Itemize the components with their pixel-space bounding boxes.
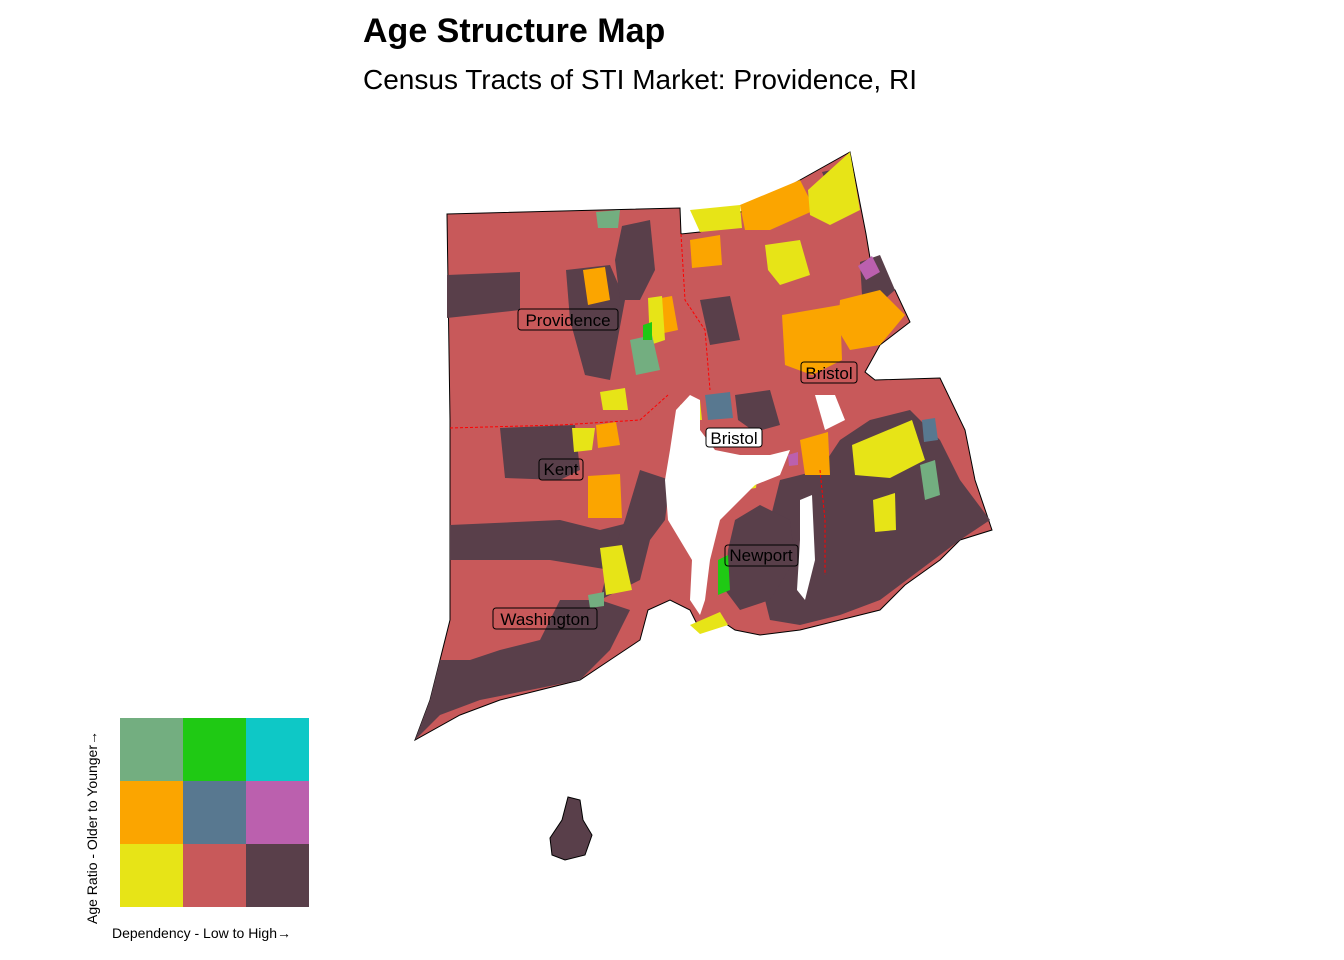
tract-yellow-6 bbox=[690, 612, 728, 634]
tract-dark-mid-band bbox=[450, 520, 640, 570]
tract-orange-9 bbox=[596, 422, 620, 448]
tract-group-green bbox=[588, 210, 940, 608]
border-bristol bbox=[819, 469, 826, 575]
tract-orange-2 bbox=[588, 474, 622, 518]
tract-yellow-4 bbox=[873, 493, 896, 532]
tract-yellow-9 bbox=[648, 296, 665, 345]
tract-yellow-7 bbox=[572, 428, 595, 452]
tract-green-2 bbox=[643, 322, 652, 340]
county-borders bbox=[449, 233, 826, 575]
legend-cell-r0-c1 bbox=[183, 718, 246, 781]
county-name-providence: Providence bbox=[525, 311, 610, 330]
tract-yellow-ne bbox=[808, 152, 860, 225]
tract-dark-kent bbox=[500, 425, 580, 480]
tract-dark-pawtucket bbox=[700, 296, 740, 345]
legend-cell-r1-c1 bbox=[183, 781, 246, 844]
tract-yellow-5 bbox=[600, 545, 632, 595]
narragansett-bay bbox=[665, 395, 845, 615]
border-providence-kent bbox=[449, 394, 669, 429]
map-title: Age Structure Map bbox=[363, 12, 666, 50]
bay-water-main bbox=[665, 395, 790, 615]
tract-orange-5 bbox=[740, 180, 815, 230]
bivariate-legend bbox=[120, 718, 309, 907]
tract-slate-2 bbox=[922, 418, 938, 442]
legend-y-label: Age Ratio - Older to Younger→ bbox=[84, 730, 100, 924]
tract-purple-1 bbox=[858, 256, 880, 280]
county-name-washington: Washington bbox=[500, 610, 589, 629]
county-name-kent: Kent bbox=[544, 460, 579, 479]
legend-x-label: Dependency - Low to High→ bbox=[112, 925, 291, 941]
tract-orange-8 bbox=[800, 432, 830, 475]
legend-cell-r0-c2 bbox=[246, 718, 309, 781]
tract-purple-2 bbox=[788, 452, 798, 466]
legend-cell-r1-c0 bbox=[120, 781, 183, 844]
county-label-bristol: Bristol bbox=[705, 427, 763, 448]
border-providence-east bbox=[680, 233, 711, 391]
tract-yellow-2 bbox=[765, 240, 810, 285]
tract-sage-4 bbox=[920, 460, 940, 500]
county-name-newport: Newport bbox=[729, 546, 793, 565]
block-island bbox=[549, 796, 593, 861]
tract-orange-1 bbox=[583, 267, 610, 305]
county-label-kent: Kent bbox=[538, 458, 584, 481]
tract-green-1 bbox=[718, 555, 730, 595]
tract-dark-bristol bbox=[735, 390, 780, 432]
county-label-newport: Newport bbox=[724, 544, 799, 567]
tract-orange-3 bbox=[782, 305, 842, 375]
tract-yellow-8 bbox=[600, 388, 628, 410]
tract-slate-1 bbox=[705, 392, 733, 420]
county-labels: Providence Bristol Bristol Kent Newport … bbox=[492, 308, 858, 630]
tract-dark-north1 bbox=[615, 220, 655, 300]
tract-dark-prov-center bbox=[566, 265, 625, 380]
county-name-bristol: Bristol bbox=[710, 429, 757, 448]
tract-sage-1 bbox=[630, 335, 660, 375]
legend-cell-r2-c0 bbox=[120, 844, 183, 907]
legend-cell-r2-c2 bbox=[246, 844, 309, 907]
legend-cell-r1-c2 bbox=[246, 781, 309, 844]
county-label-washington: Washington bbox=[492, 607, 598, 630]
tract-orange-4 bbox=[838, 290, 905, 350]
county-name-bristol-east: Bristol bbox=[805, 364, 852, 383]
bay-water-river bbox=[815, 395, 845, 430]
tract-sage-3 bbox=[588, 592, 604, 608]
map-subtitle: Census Tracts of STI Market: Providence,… bbox=[363, 64, 917, 95]
tract-dark-nw bbox=[447, 272, 520, 318]
legend-cell-r0-c0 bbox=[120, 718, 183, 781]
tract-dark-south-coast bbox=[415, 600, 630, 740]
county-label-providence: Providence bbox=[517, 308, 619, 331]
tract-yellow-11 bbox=[690, 205, 742, 232]
tract-group-yellow bbox=[572, 152, 925, 634]
tract-sage-2 bbox=[596, 210, 620, 228]
legend-cell-r2-c1 bbox=[183, 844, 246, 907]
tract-orange-6 bbox=[690, 235, 722, 268]
county-label-bristol-east: Bristol bbox=[800, 361, 858, 384]
tract-yellow-3 bbox=[852, 420, 925, 478]
bay-water-sakonnet bbox=[797, 495, 815, 600]
tract-dark-aquidneck bbox=[725, 505, 795, 610]
